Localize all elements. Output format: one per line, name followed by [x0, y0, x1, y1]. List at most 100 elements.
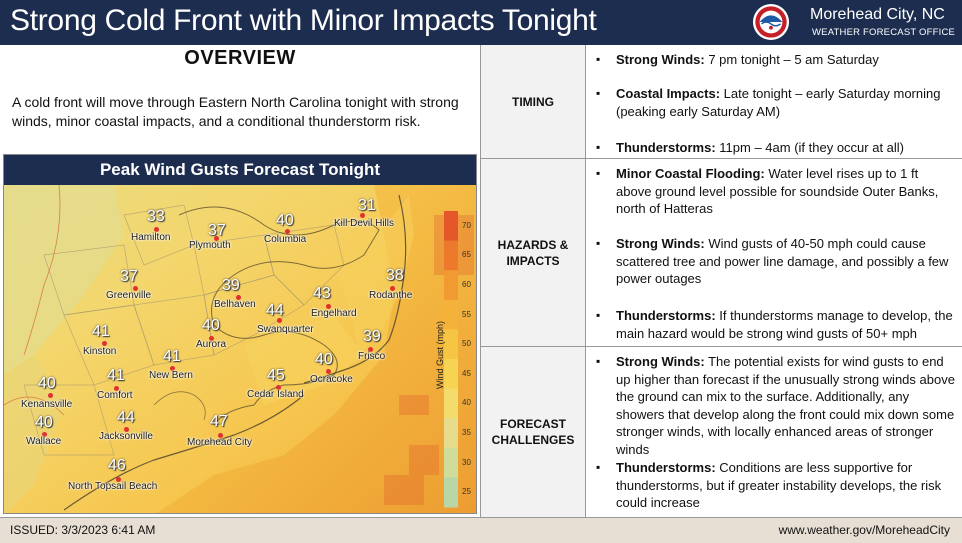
city-marker	[236, 295, 241, 300]
gust-value: 41	[92, 323, 110, 340]
table-row-timing: TIMING Strong Winds: 7 pm tonight – 5 am…	[481, 45, 962, 159]
gust-value: 44	[117, 409, 135, 426]
row-label-hazards: HAZARDS & IMPACTS	[481, 159, 586, 346]
gust-value: 39	[363, 328, 381, 345]
city-label: Belhaven	[214, 299, 256, 310]
city-marker	[360, 213, 365, 218]
city-label: Aurora	[196, 339, 227, 350]
legend-tick-label: 60	[462, 280, 471, 289]
legend-title: Wind Gust (mph)	[435, 320, 445, 389]
gust-value: 40	[202, 317, 220, 334]
city-label: Morehead City	[187, 437, 253, 448]
city-marker	[277, 318, 282, 323]
office-name: Morehead City, NC	[810, 6, 945, 23]
gust-value: 40	[35, 414, 53, 431]
overview-heading: OVERVIEW	[184, 47, 296, 69]
bullet-label: Strong Winds:	[616, 354, 705, 369]
bullet-label: Strong Winds:	[616, 236, 705, 251]
map-graphic	[4, 155, 476, 513]
legend-swatch	[444, 270, 458, 301]
city-label: North Topsail Beach	[68, 481, 158, 492]
legend-tick-label: 55	[462, 309, 471, 319]
page-title: Strong Cold Front with Minor Impacts Ton…	[10, 4, 597, 37]
city-marker	[390, 286, 395, 291]
city-label: Swanquarter	[257, 324, 314, 335]
legend-swatch	[444, 211, 458, 242]
bullet-label: Minor Coastal Flooding:	[616, 166, 765, 181]
bullet-label: Coastal Impacts:	[616, 86, 721, 101]
table-row-hazards: HAZARDS & IMPACTS Minor Coastal Flooding…	[481, 159, 962, 347]
bullet-label: Strong Winds:	[616, 52, 705, 67]
issued-timestamp: ISSUED: 3/3/2023 6:41 AM	[10, 523, 156, 537]
city-marker	[133, 286, 138, 291]
nws-logo-icon	[752, 3, 790, 41]
legend-swatch	[444, 359, 458, 390]
bullet-label: Thunderstorms:	[616, 308, 716, 323]
legend-tick-label: 70	[462, 220, 471, 230]
bullet-item: Coastal Impacts: Late tonight – early Sa…	[596, 85, 956, 120]
bullet-text: Wind gusts of 40-50 mph could cause scat…	[616, 236, 949, 286]
city-marker	[124, 427, 129, 432]
legend-swatch	[444, 329, 458, 360]
city-label: Comfort	[97, 390, 133, 401]
gust-value: 39	[222, 277, 240, 294]
gust-value: 40	[276, 212, 294, 229]
gust-value: 33	[147, 208, 165, 225]
map-title: Peak Wind Gusts Forecast Tonight	[4, 155, 476, 185]
city-marker	[102, 341, 107, 346]
legend-swatch	[444, 477, 458, 508]
bullet-text: The potential exists for wind gusts to e…	[616, 354, 955, 457]
bullet-item: Thunderstorms: 11pm – 4am (if they occur…	[596, 139, 956, 157]
city-marker	[42, 432, 47, 437]
city-label: Kill Devil Hills	[334, 218, 395, 229]
legend-swatch	[444, 447, 458, 478]
city-marker	[285, 229, 290, 234]
bullet-text: Water level rises up to 1 ft above groun…	[616, 166, 939, 216]
legend-swatch	[444, 240, 458, 271]
bullet-item: Strong Winds: Wind gusts of 40-50 mph co…	[596, 235, 956, 288]
bullet-item: Strong Winds: The potential exists for w…	[596, 353, 956, 458]
bullet-item: Thunderstorms: Conditions are less suppo…	[596, 459, 956, 512]
city-label: Jacksonville	[99, 431, 153, 442]
gust-value: 47	[210, 413, 228, 430]
info-table: TIMING Strong Winds: 7 pm tonight – 5 am…	[480, 45, 962, 517]
overview-text: A cold front will move through Eastern N…	[12, 94, 459, 129]
city-marker	[326, 369, 331, 374]
gust-value: 46	[108, 457, 126, 474]
bullet-item: Thunderstorms: If thunderstorms manage t…	[596, 307, 956, 342]
city-marker	[218, 433, 223, 438]
gust-value: 44	[266, 302, 284, 319]
row-label-timing: TIMING	[481, 45, 586, 158]
row-label-challenges: FORECAST CHALLENGES	[481, 347, 586, 517]
city-marker	[276, 385, 281, 390]
city-marker	[154, 227, 159, 232]
header-bar: Strong Cold Front with Minor Impacts Ton…	[0, 0, 962, 45]
bullet-item: Strong Winds: 7 pm tonight – 5 am Saturd…	[596, 51, 956, 69]
gust-value: 45	[267, 367, 285, 384]
bullet-label: Thunderstorms:	[616, 460, 716, 475]
city-label: New Bern	[149, 370, 193, 381]
city-marker	[116, 477, 121, 482]
city-label: Cedar Island	[247, 389, 304, 400]
legend-tick-label: 25	[462, 487, 471, 497]
city-marker	[48, 393, 53, 398]
legend-tick-label: 35	[462, 428, 471, 437]
legend-tick-label: 45	[462, 368, 471, 378]
gust-value: 37	[208, 222, 226, 239]
gust-value: 40	[315, 351, 333, 368]
city-label: Hamilton	[131, 232, 171, 243]
table-row-challenges: FORECAST CHALLENGES Strong Winds: The po…	[481, 347, 962, 517]
legend-swatch	[444, 418, 458, 449]
gust-value: 41	[107, 367, 125, 384]
legend-swatch	[444, 299, 458, 330]
city-label: Ocracoke	[310, 374, 353, 385]
city-label: Kinston	[83, 346, 117, 357]
website-link[interactable]: www.weather.gov/MoreheadCity	[778, 523, 950, 537]
legend-tick-label: 40	[462, 398, 471, 408]
city-label: Greenville	[106, 290, 152, 301]
bullet-text: 7 pm tonight – 5 am Saturday	[704, 52, 879, 67]
bullet-text: 11pm – 4am (if they occur at all)	[715, 140, 905, 155]
bullet-text: Conditions are less supportive for thund…	[616, 460, 942, 510]
city-marker	[326, 304, 331, 309]
footer-bar: ISSUED: 3/3/2023 6:41 AM www.weather.gov…	[0, 517, 962, 543]
